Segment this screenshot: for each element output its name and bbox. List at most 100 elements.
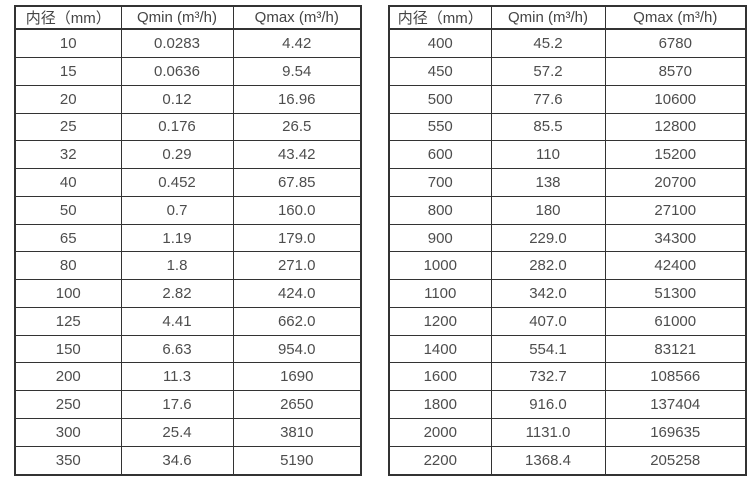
cell: 0.452 [120,168,234,197]
table-row: 1600 732.7 108566 [388,362,747,392]
cell: 57.2 [490,57,606,86]
cell: 25 [14,112,122,142]
cell: 34300 [604,223,747,253]
cell: 229.0 [490,223,606,253]
cell: 916.0 [490,390,606,419]
cell: 0.176 [120,112,234,142]
cell: 11.3 [120,362,234,392]
cell: 0.29 [120,140,234,170]
cell: 8570 [604,57,747,86]
cell: 1800 [388,390,492,419]
cell: 138 [490,168,606,197]
cell: 77.6 [490,84,606,114]
cell: 1.19 [120,223,234,253]
cell: 179.0 [232,223,362,253]
cell: 0.7 [120,195,234,225]
header-row: 内径（mm） Qmin (m³/h) Qmax (m³/h) [14,5,362,30]
cell: 400 [388,28,492,59]
cell: 40 [14,168,122,197]
cell: 450 [388,57,492,86]
header-row: 内径（mm） Qmin (m³/h) Qmax (m³/h) [388,5,747,30]
cell: 4.42 [232,28,362,59]
table-row: 2000 1131.0 169635 [388,418,747,447]
cell: 15 [14,57,122,86]
cell: 1400 [388,334,492,364]
cell: 9.54 [232,57,362,86]
cell: 5190 [232,445,362,476]
table-row: 300 25.4 3810 [14,418,362,447]
cell: 65 [14,223,122,253]
cell: 424.0 [232,279,362,308]
cell: 3810 [232,418,362,447]
cell: 1100 [388,279,492,308]
column-header-inner-diameter: 内径（mm） [14,5,122,30]
cell: 350 [14,445,122,476]
cell: 85.5 [490,112,606,142]
table-row: 40 0.452 67.85 [14,168,362,197]
table-row: 50 0.7 160.0 [14,195,362,225]
cell: 1131.0 [490,418,606,447]
cell: 45.2 [490,28,606,59]
table-row: 25 0.176 26.5 [14,112,362,142]
cell: 2650 [232,390,362,419]
table-row: 32 0.29 43.42 [14,140,362,170]
cell: 205258 [604,445,747,476]
cell: 125 [14,306,122,336]
table-row: 150 6.63 954.0 [14,334,362,364]
table-row: 200 11.3 1690 [14,362,362,392]
table-row: 1200 407.0 61000 [388,306,747,336]
cell: 110 [490,140,606,170]
cell: 4.41 [120,306,234,336]
cell: 0.0283 [120,28,234,59]
cell: 800 [388,195,492,225]
cell: 1600 [388,362,492,392]
cell: 550 [388,112,492,142]
cell: 20700 [604,168,747,197]
table-row: 700 138 20700 [388,168,747,197]
cell: 732.7 [490,362,606,392]
cell: 26.5 [232,112,362,142]
cell: 954.0 [232,334,362,364]
cell: 271.0 [232,251,362,281]
column-header-qmax: Qmax (m³/h) [604,5,747,30]
table-row: 2200 1368.4 205258 [388,445,747,476]
cell: 169635 [604,418,747,447]
table-row: 550 85.5 12800 [388,112,747,142]
cell: 662.0 [232,306,362,336]
table-row: 15 0.0636 9.54 [14,57,362,86]
flow-spec-table-large-diameters: 内径（mm） Qmin (m³/h) Qmax (m³/h) 400 45.2 67… [388,5,747,476]
cell: 17.6 [120,390,234,419]
cell: 1690 [232,362,362,392]
cell: 1200 [388,306,492,336]
cell: 16.96 [232,84,362,114]
cell: 25.4 [120,418,234,447]
column-header-inner-diameter: 内径（mm） [388,5,492,30]
cell: 50 [14,195,122,225]
table-row: 1100 342.0 51300 [388,279,747,308]
table-row: 65 1.19 179.0 [14,223,362,253]
cell: 1368.4 [490,445,606,476]
cell: 600 [388,140,492,170]
table-row: 1000 282.0 42400 [388,251,747,281]
cell: 27100 [604,195,747,225]
cell: 61000 [604,306,747,336]
cell: 80 [14,251,122,281]
cell: 250 [14,390,122,419]
cell: 0.0636 [120,57,234,86]
cell: 32 [14,140,122,170]
table-row: 800 180 27100 [388,195,747,225]
cell: 160.0 [232,195,362,225]
cell: 2000 [388,418,492,447]
cell: 282.0 [490,251,606,281]
cell: 83121 [604,334,747,364]
flow-spec-table-small-diameters: 内径（mm） Qmin (m³/h) Qmax (m³/h) 10 0.0283 4… [14,5,362,476]
cell: 150 [14,334,122,364]
table-row: 450 57.2 8570 [388,57,747,86]
cell: 6780 [604,28,747,59]
cell: 1.8 [120,251,234,281]
cell: 20 [14,84,122,114]
cell: 300 [14,418,122,447]
column-header-qmin: Qmin (m³/h) [490,5,606,30]
table-row: 100 2.82 424.0 [14,279,362,308]
cell: 15200 [604,140,747,170]
